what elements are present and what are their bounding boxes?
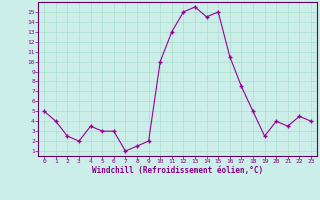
X-axis label: Windchill (Refroidissement éolien,°C): Windchill (Refroidissement éolien,°C) [92,166,263,175]
